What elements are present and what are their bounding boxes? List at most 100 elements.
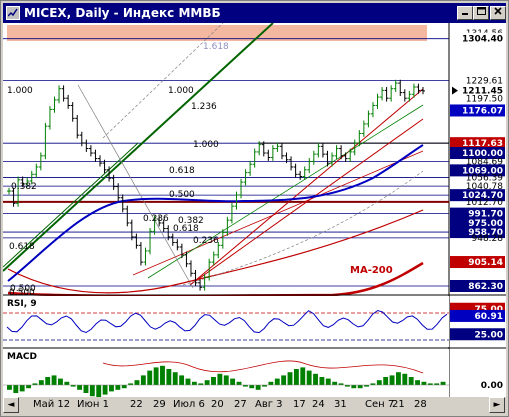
fib-label: 0.618 bbox=[173, 224, 199, 234]
macd-bar bbox=[376, 380, 382, 385]
macd-title: MACD bbox=[7, 352, 37, 362]
price-axis-label: 975.00 bbox=[468, 219, 503, 229]
macd-bar bbox=[402, 373, 408, 385]
macd-bar bbox=[51, 375, 57, 385]
fib-label: 0.618 bbox=[169, 166, 195, 176]
macd-bar bbox=[281, 375, 287, 385]
axis-label-bg bbox=[450, 164, 505, 177]
macd-bar bbox=[160, 365, 165, 385]
fib-label: 0.500 bbox=[169, 190, 195, 200]
resistance-band bbox=[7, 25, 427, 41]
axis-label-bg bbox=[450, 256, 505, 269]
chart-svg[interactable]: MA-200 1.618 1.000 1.000 1.236 1.000 0.618 0.5… bbox=[2, 22, 506, 398]
close-button[interactable] bbox=[490, 6, 506, 20]
price-axis-label: 991.70 bbox=[468, 210, 503, 220]
x-axis-scrollbar[interactable]: ◄ Май 12 Июн 1 22 29 Июл 6 20 27 Авг 3 17 24 31 Сен… bbox=[3, 397, 506, 414]
price-axis-label: 1211.45 bbox=[462, 87, 503, 97]
macd-bar bbox=[434, 383, 440, 385]
axis-label-bg bbox=[450, 216, 505, 229]
macd-bar bbox=[38, 380, 44, 385]
macd-bar bbox=[230, 378, 236, 385]
macd-bar bbox=[153, 367, 159, 385]
price-axis-label: 1176.07 bbox=[462, 106, 503, 116]
macd-bar bbox=[268, 381, 274, 385]
x-axis-label: Июл 6 bbox=[173, 399, 205, 410]
macd-bar bbox=[300, 367, 306, 385]
rsi-title: RSI, 9 bbox=[7, 299, 37, 309]
x-axis-label: Авг 3 bbox=[255, 399, 283, 410]
price-axis-label: 905.14 bbox=[468, 258, 503, 268]
chart-app-icon bbox=[6, 6, 20, 20]
macd-bar bbox=[338, 383, 344, 385]
macd-bar bbox=[89, 385, 95, 397]
fan-line bbox=[102, 22, 224, 139]
macd-bar bbox=[96, 385, 102, 398]
macd-histogram bbox=[7, 360, 446, 398]
macd-bar bbox=[7, 385, 12, 390]
macd-bar bbox=[389, 375, 395, 385]
macd-bar bbox=[313, 373, 318, 385]
macd-bar bbox=[370, 383, 376, 385]
maximize-icon bbox=[476, 7, 486, 15]
macd-bar bbox=[408, 377, 414, 385]
macd-bar bbox=[19, 385, 25, 392]
price-axis-label: 1012.70 bbox=[466, 198, 503, 208]
x-axis-label: 29 bbox=[153, 399, 166, 410]
price-axis-label: 1084.69 bbox=[466, 158, 503, 168]
macd-bar bbox=[325, 378, 331, 385]
arrow-right-icon: ► bbox=[493, 400, 501, 410]
macd-bar bbox=[70, 385, 76, 387]
window-title: MICEX, Daily - Индекс ММВБ bbox=[24, 6, 221, 20]
price-axis-label: 1304.40 bbox=[462, 35, 503, 45]
close-icon bbox=[494, 7, 502, 15]
price-axis-label: 958.70 bbox=[468, 228, 503, 238]
channel-line bbox=[2, 22, 274, 272]
macd-bar bbox=[45, 377, 51, 385]
macd-bar bbox=[134, 380, 140, 385]
scroll-left-button[interactable]: ◄ bbox=[3, 397, 19, 413]
channel-line bbox=[2, 142, 139, 268]
macd-bar bbox=[32, 383, 38, 385]
trend-line bbox=[132, 150, 424, 276]
arrow-left-icon: ◄ bbox=[7, 400, 15, 410]
ma-red-line bbox=[7, 209, 424, 294]
maximize-button[interactable] bbox=[473, 6, 489, 20]
x-axis-label: 20 bbox=[211, 399, 224, 410]
chart-area[interactable]: MA-200 1.618 1.000 1.000 1.236 1.000 0.618 0.5… bbox=[2, 22, 506, 398]
price-axis-label: 1197.50 bbox=[466, 94, 503, 104]
macd-bar bbox=[185, 378, 191, 385]
fib-label: 1.000 bbox=[168, 86, 194, 96]
macd-bar bbox=[357, 385, 363, 389]
macd-bar bbox=[242, 385, 248, 387]
x-axis-label: 31 bbox=[334, 399, 347, 410]
x-axis-label: 21 bbox=[392, 399, 405, 410]
macd-bar bbox=[223, 375, 229, 385]
x-axis-label: 22 bbox=[130, 399, 143, 410]
macd-bar bbox=[179, 375, 185, 385]
macd-bar bbox=[249, 385, 255, 389]
fib-label: 1.000 bbox=[193, 140, 219, 150]
macd-bar bbox=[255, 385, 261, 390]
macd-bar bbox=[364, 385, 369, 387]
axis-label-bg bbox=[450, 189, 505, 202]
title-bar[interactable]: MICEX, Daily - Индекс ММВБ bbox=[3, 3, 506, 23]
fib-label: 0.500 bbox=[9, 288, 35, 298]
axis-label-bg bbox=[450, 147, 505, 160]
macd-bar bbox=[77, 385, 83, 390]
rsi-axis-label: 60.91 bbox=[475, 312, 503, 322]
arrow-right-icon bbox=[452, 86, 458, 95]
rsi-axis-label-bg bbox=[450, 328, 505, 341]
scroll-right-button[interactable]: ► bbox=[489, 397, 505, 413]
macd-panel[interactable] bbox=[3, 349, 449, 397]
macd-bar bbox=[26, 385, 32, 389]
rsi-panel[interactable] bbox=[3, 296, 449, 347]
price-bars bbox=[7, 79, 425, 291]
price-axis-label: 1117.63 bbox=[462, 139, 503, 149]
ma-200-label: MA-200 bbox=[350, 265, 393, 276]
macd-signal-line bbox=[102, 360, 424, 374]
x-axis-label: Май 12 bbox=[33, 399, 71, 410]
macd-bar bbox=[383, 377, 389, 385]
x-axis-label: 28 bbox=[414, 399, 427, 410]
axis-label-bg bbox=[450, 84, 505, 97]
minimize-button[interactable] bbox=[457, 6, 473, 20]
